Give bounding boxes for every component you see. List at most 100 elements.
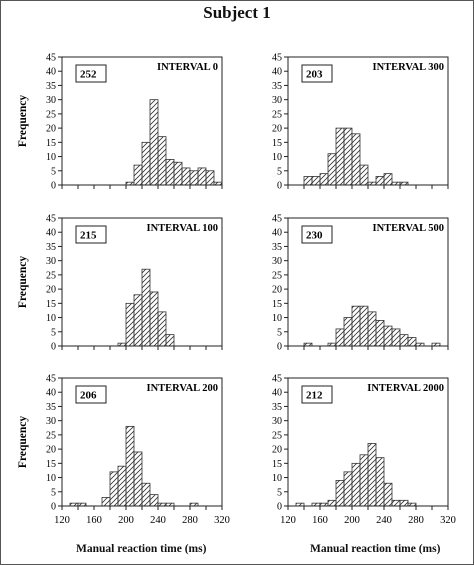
x-tick-label: 160 [312, 515, 328, 526]
x-axis-title-right: Manual reaction time (ms) [310, 543, 441, 555]
x-axis-title-left: Manual reaction time (ms) [76, 543, 207, 555]
histogram-bar [141, 268, 151, 347]
histogram-bar [391, 499, 401, 507]
y-axis-title: Frequency [17, 416, 29, 468]
histogram-bar [351, 305, 361, 347]
histogram-bar [109, 471, 119, 507]
y-tick-label: 35 [272, 242, 282, 253]
y-tick-label: 10 [272, 313, 282, 324]
y-tick-label: 15 [46, 459, 56, 470]
histogram-bar [367, 443, 377, 507]
x-tick-label: 280 [408, 515, 424, 526]
histogram-bar [141, 482, 151, 507]
histogram-bar [205, 170, 215, 186]
y-tick-label: 0 [51, 502, 56, 513]
figure-title: Subject 1 [203, 3, 271, 22]
y-tick-label: 35 [46, 81, 56, 92]
histogram-bar [189, 170, 199, 186]
histogram-bar [375, 319, 385, 347]
histogram-bar [399, 499, 409, 507]
y-tick-label: 20 [272, 285, 282, 296]
count-box [301, 225, 333, 244]
y-tick-label: 20 [272, 445, 282, 456]
y-tick-label: 30 [46, 95, 56, 106]
interval-label: INTERVAL 100 [146, 223, 218, 234]
count-box [75, 225, 107, 244]
histogram-panel-right-3: 0 5 10 15 20 25 30 35 40 45 120 160 200 240 280 320 212 I… [272, 374, 456, 527]
histogram-bar [157, 311, 167, 347]
histogram-bar [335, 127, 345, 186]
y-tick-label: 20 [272, 124, 282, 135]
y-tick-label: 40 [272, 228, 282, 239]
count-value: 230 [306, 230, 323, 242]
count-box [75, 64, 107, 83]
histogram-panel-right-1: 0 5 10 15 20 25 30 35 40 45 203 INTERVAL 300 [272, 53, 449, 192]
y-tick-label: 10 [272, 473, 282, 484]
y-tick-label: 30 [272, 256, 282, 267]
y-axis-title: Frequency [17, 95, 29, 147]
y-tick-label: 45 [272, 214, 282, 225]
interval-label: INTERVAL 300 [372, 62, 444, 73]
histogram-bar [383, 482, 393, 507]
y-tick-label: 5 [277, 166, 282, 177]
y-tick-label: 0 [51, 181, 56, 192]
histogram-panel-left-1: 0 5 10 15 20 25 30 35 40 45 Frequency 252 INTERVAL 0 [17, 53, 223, 192]
interval-label: INTERVAL 200 [146, 383, 218, 394]
histogram-bar [383, 325, 393, 347]
y-tick-label: 35 [272, 402, 282, 413]
y-tick-label: 10 [46, 473, 56, 484]
histogram-panel-left-3: 0 5 10 15 20 25 30 35 40 45 120 160 200 240 280 320 Freq… [17, 374, 230, 527]
histogram-bar [399, 334, 409, 347]
interval-label: INTERVAL 0 [157, 62, 218, 73]
histogram-bar [351, 133, 361, 186]
y-tick-label: 35 [272, 81, 282, 92]
y-tick-label: 45 [272, 53, 282, 64]
histogram-bar [391, 328, 401, 347]
y-tick-label: 40 [46, 228, 56, 239]
y-tick-label: 0 [277, 342, 282, 353]
y-tick-label: 5 [277, 327, 282, 338]
y-tick-label: 45 [46, 374, 56, 385]
histogram-bar [343, 317, 353, 347]
histogram-bar [367, 311, 377, 347]
y-tick-label: 35 [46, 242, 56, 253]
y-tick-label: 25 [272, 270, 282, 281]
histogram-bar [117, 465, 127, 507]
x-tick-label: 160 [86, 515, 102, 526]
y-tick-label: 30 [272, 95, 282, 106]
histogram-bar [181, 167, 191, 186]
y-tick-label: 15 [272, 138, 282, 149]
x-tick-label: 240 [376, 515, 392, 526]
histogram-bar [375, 176, 385, 186]
histogram-bar [149, 291, 159, 347]
histogram-bar [375, 457, 385, 507]
y-tick-label: 30 [272, 416, 282, 427]
y-tick-label: 0 [277, 502, 282, 513]
y-tick-label: 5 [51, 487, 56, 498]
histogram-bar [359, 305, 369, 347]
histogram-bar [197, 167, 207, 186]
y-tick-label: 15 [46, 299, 56, 310]
histogram-bar [141, 141, 151, 186]
y-tick-label: 25 [46, 109, 56, 120]
y-tick-label: 20 [46, 285, 56, 296]
histogram-bar [157, 136, 167, 186]
histogram-bar [343, 471, 353, 507]
histogram-bar [359, 164, 369, 186]
y-tick-label: 40 [46, 67, 56, 78]
y-tick-label: 40 [272, 67, 282, 78]
y-tick-label: 45 [272, 374, 282, 385]
histogram-bar [335, 479, 345, 507]
interval-label: INTERVAL 500 [372, 223, 444, 234]
y-tick-label: 5 [277, 487, 282, 498]
histogram-bar [383, 173, 393, 186]
count-value: 212 [306, 390, 323, 402]
y-tick-label: 15 [272, 459, 282, 470]
y-tick-label: 15 [272, 299, 282, 310]
y-tick-label: 45 [46, 214, 56, 225]
x-tick-label: 200 [118, 515, 134, 526]
y-tick-label: 25 [272, 109, 282, 120]
histogram-bar [133, 451, 143, 507]
histogram-bar [149, 494, 159, 507]
histogram-bar [407, 337, 417, 347]
